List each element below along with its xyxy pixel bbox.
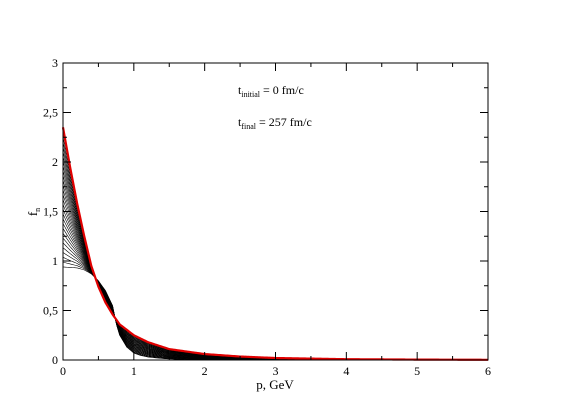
y-axis-label-sub: n (33, 208, 42, 212)
annotation-initial-rest: = 0 fm/c (260, 83, 304, 97)
y-tick-label: 1,5 (43, 205, 58, 219)
annotation-initial-base: t (238, 83, 242, 97)
x-tick-label: 6 (485, 364, 491, 378)
y-tick-label: 0,5 (43, 304, 58, 318)
annotation-final: tfinal = 257 fm/c (238, 115, 312, 131)
x-tick-label: 0 (60, 364, 66, 378)
y-axis-label: fn (25, 208, 42, 216)
series-line-final (61, 127, 488, 361)
y-axis-label-base: f (25, 211, 40, 216)
x-axis-label: p, GeV (256, 377, 294, 392)
y-tick-label: 3 (52, 56, 58, 70)
curves-group (61, 127, 489, 361)
y-tick-label: 0 (52, 353, 58, 367)
annotation-final-rest: = 257 fm/c (256, 115, 312, 129)
x-tick-label: 2 (202, 364, 208, 378)
x-tick-label: 3 (273, 364, 279, 378)
x-tick-label: 5 (414, 364, 420, 378)
annotation-final-base: t (238, 115, 242, 129)
x-tick-label: 4 (343, 364, 349, 378)
series-line-intermediate-28 (62, 132, 489, 361)
y-tick-label: 2 (52, 155, 58, 169)
annotation-final-sub: final (241, 122, 256, 131)
series-line-intermediate-25 (62, 146, 489, 361)
plot-frame (62, 62, 489, 361)
series-line-intermediate-27 (62, 136, 488, 361)
y-tick-label: 1 (52, 254, 58, 268)
y-tick-label: 2,5 (43, 106, 58, 120)
annotation-initial-sub: initial (241, 90, 260, 99)
x-tick-label: 1 (131, 364, 137, 378)
series-line-intermediate-26 (62, 141, 488, 361)
ticks-group: 0 1 2 3 4 5 6 0 0,5 1 1,5 2 2,5 3 (43, 56, 491, 378)
annotation-initial: tinitial = 0 fm/c (238, 83, 304, 99)
